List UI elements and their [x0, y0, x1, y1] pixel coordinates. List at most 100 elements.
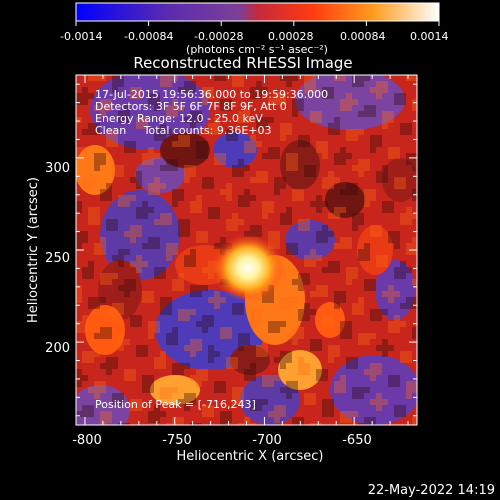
texture-pixel [262, 117, 268, 123]
texture-pixel [250, 321, 256, 327]
texture-pixel [322, 87, 328, 93]
texture-pixel [304, 135, 310, 141]
texture-pixel [148, 321, 154, 327]
low-emission-region [280, 140, 320, 190]
texture-pixel [394, 231, 400, 237]
texture-pixel [136, 231, 142, 237]
texture-pixel [406, 129, 412, 135]
texture-pixel [172, 249, 178, 255]
texture-pixel [358, 171, 364, 177]
texture-pixel [250, 375, 256, 381]
emission-region [278, 350, 322, 390]
texture-pixel [388, 291, 394, 297]
texture-pixel [76, 369, 82, 375]
negative-region [285, 220, 335, 260]
texture-pixel [394, 153, 400, 159]
texture-pixel [82, 129, 88, 135]
texture-pixel [112, 315, 118, 321]
texture-pixel [76, 147, 82, 153]
texture-pixel [232, 387, 238, 393]
texture-pixel [214, 117, 220, 123]
texture-pixel [214, 387, 220, 393]
texture-pixel [286, 357, 292, 363]
texture-pixel [172, 279, 178, 285]
texture-pixel [310, 201, 316, 207]
texture-pixel [94, 213, 100, 219]
texture-pixel [202, 375, 208, 381]
texture-pixel [412, 297, 417, 303]
texture-pixel [256, 177, 262, 183]
texture-pixel [238, 171, 244, 177]
texture-pixel [376, 345, 382, 351]
texture-pixel [142, 207, 148, 213]
texture-pixel [250, 177, 256, 183]
texture-pixel [286, 351, 292, 357]
texture-pixel [172, 369, 178, 375]
texture-pixel [292, 243, 298, 249]
texture-pixel [400, 93, 406, 99]
texture-pixel [394, 411, 400, 417]
texture-pixel [82, 273, 88, 279]
texture-pixel [340, 159, 346, 165]
texture-pixel [406, 297, 412, 303]
texture-pixel [412, 417, 417, 423]
texture-pixel [340, 297, 346, 303]
texture-pixel [124, 285, 130, 291]
texture-pixel [328, 399, 334, 405]
texture-pixel [358, 111, 364, 117]
texture-pixel [292, 333, 298, 339]
texture-pixel [400, 219, 406, 225]
texture-pixel [298, 333, 304, 339]
texture-pixel [340, 417, 346, 423]
texture-pixel [100, 195, 106, 201]
texture-pixel [280, 219, 286, 225]
texture-pixel [238, 333, 244, 339]
texture-pixel [274, 405, 280, 411]
texture-pixel [280, 93, 286, 99]
texture-pixel [388, 297, 394, 303]
texture-pixel [352, 129, 358, 135]
texture-pixel [262, 381, 268, 387]
texture-pixel [142, 117, 148, 123]
texture-pixel [370, 87, 376, 93]
texture-pixel [88, 219, 94, 225]
texture-pixel [94, 243, 100, 249]
texture-pixel [106, 273, 112, 279]
texture-pixel [412, 279, 417, 285]
texture-pixel [196, 381, 202, 387]
texture-pixel [172, 339, 178, 345]
colorbar-tick-label-3: 0.00028 [268, 30, 314, 43]
texture-pixel [400, 183, 406, 189]
texture-pixel [136, 207, 142, 213]
texture-pixel [172, 159, 178, 165]
texture-pixel [214, 213, 220, 219]
texture-pixel [190, 393, 196, 399]
texture-pixel [244, 117, 250, 123]
texture-pixel [106, 135, 112, 141]
texture-pixel [112, 225, 118, 231]
texture-pixel [328, 315, 334, 321]
texture-pixel [328, 87, 334, 93]
texture-pixel [94, 159, 100, 165]
texture-pixel [400, 213, 406, 219]
texture-pixel [394, 381, 400, 387]
texture-pixel [130, 231, 136, 237]
texture-pixel [346, 237, 352, 243]
texture-pixel [76, 201, 82, 207]
texture-pixel [262, 345, 268, 351]
texture-pixel [190, 207, 196, 213]
texture-pixel [406, 249, 412, 255]
texture-pixel [178, 189, 184, 195]
texture-pixel [268, 231, 274, 237]
texture-pixel [388, 381, 394, 387]
texture-pixel [178, 315, 184, 321]
texture-pixel [370, 399, 376, 405]
texture-pixel [106, 195, 112, 201]
texture-pixel [214, 351, 220, 357]
texture-pixel [304, 165, 310, 171]
texture-pixel [328, 123, 334, 129]
texture-pixel [322, 93, 328, 99]
texture-pixel [190, 171, 196, 177]
texture-pixel [118, 117, 124, 123]
texture-pixel [292, 195, 298, 201]
